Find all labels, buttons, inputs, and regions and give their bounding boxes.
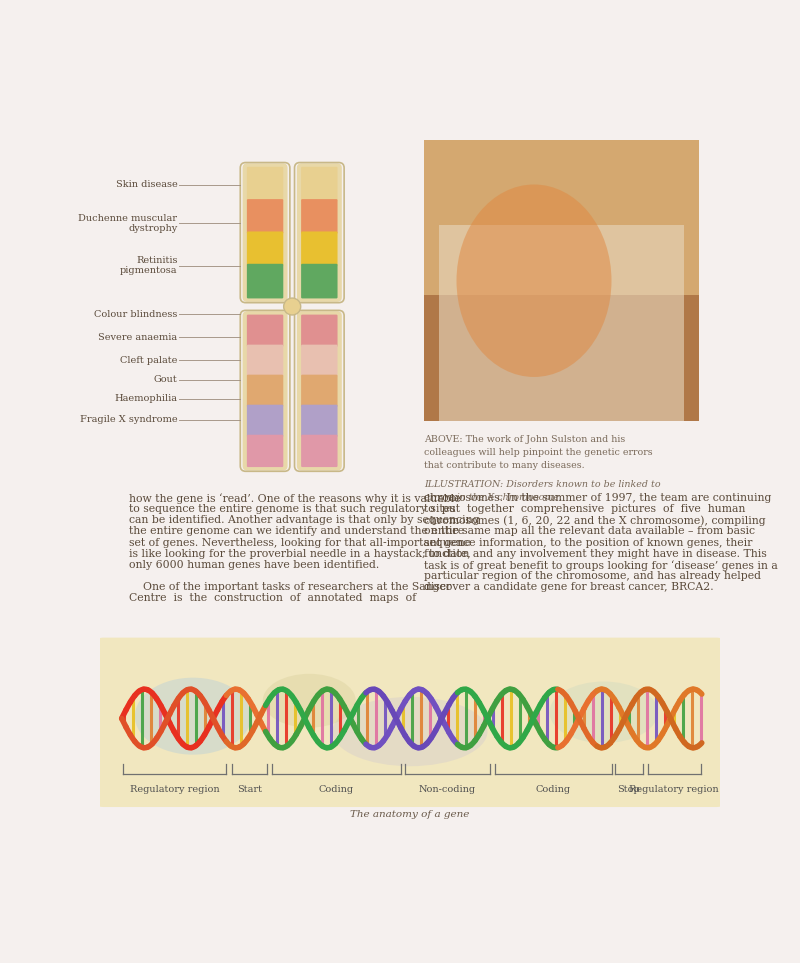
Text: Fragile X syndrome: Fragile X syndrome (80, 415, 178, 425)
Text: is like looking for the proverbial needle in a haystack; to date,: is like looking for the proverbial needl… (130, 549, 471, 559)
Ellipse shape (135, 678, 251, 755)
Text: One of the important tasks of researchers at the Sanger: One of the important tasks of researcher… (130, 583, 451, 592)
Text: ILLUSTRATION: Disorders known to be linked to
errors in the X chromosome.: ILLUSTRATION: Disorders known to be link… (424, 480, 661, 502)
Text: how the gene is ‘read’. One of the reasons why it is valuable: how the gene is ‘read’. One of the reaso… (130, 493, 461, 504)
FancyBboxPatch shape (301, 345, 338, 377)
Text: task is of great benefit to groups looking for ‘disease’ genes in a: task is of great benefit to groups looki… (424, 560, 778, 571)
FancyBboxPatch shape (247, 264, 283, 299)
Text: Non-coding: Non-coding (418, 786, 476, 794)
Text: Regulatory region: Regulatory region (630, 786, 719, 794)
FancyBboxPatch shape (301, 404, 338, 437)
Text: Skin disease: Skin disease (116, 180, 178, 190)
Text: chromosomes (1, 6, 20, 22 and the X chromosome), compiling: chromosomes (1, 6, 20, 22 and the X chro… (424, 515, 766, 526)
Text: The anatomy of a gene: The anatomy of a gene (350, 810, 470, 820)
Ellipse shape (333, 697, 487, 767)
FancyBboxPatch shape (424, 141, 699, 295)
Text: Coding: Coding (319, 786, 354, 794)
Text: can be identified. Another advantage is that only by sequencing: can be identified. Another advantage is … (130, 515, 480, 525)
FancyBboxPatch shape (247, 404, 283, 437)
Text: ABOVE: The work of John Sulston and his
colleagues will help pinpoint the geneti: ABOVE: The work of John Sulston and his … (424, 435, 653, 470)
Text: Cleft palate: Cleft palate (120, 356, 178, 365)
FancyBboxPatch shape (439, 224, 683, 421)
Text: function and any involvement they might have in disease. This: function and any involvement they might … (424, 549, 766, 559)
Text: Start: Start (237, 786, 262, 794)
Text: chromosomes. In the summer of 1997, the team are continuing: chromosomes. In the summer of 1997, the … (424, 493, 771, 503)
Text: Haemophilia: Haemophilia (114, 395, 178, 403)
FancyBboxPatch shape (297, 311, 342, 471)
FancyBboxPatch shape (247, 315, 283, 347)
Text: Gout: Gout (154, 376, 178, 384)
Text: particular region of the chromosome, and has already helped: particular region of the chromosome, and… (424, 571, 761, 581)
Text: Retinitis
pigmentosa: Retinitis pigmentosa (120, 256, 178, 275)
FancyBboxPatch shape (247, 375, 283, 407)
Ellipse shape (262, 674, 356, 728)
FancyBboxPatch shape (301, 199, 338, 234)
FancyBboxPatch shape (424, 141, 699, 421)
Text: Duchenne muscular
dystrophy: Duchenne muscular dystrophy (78, 214, 178, 233)
FancyBboxPatch shape (247, 231, 283, 266)
Text: Regulatory region: Regulatory region (130, 786, 219, 794)
FancyBboxPatch shape (247, 434, 283, 467)
Text: to  put  together  comprehensive  pictures  of  five  human: to put together comprehensive pictures o… (424, 504, 746, 514)
FancyBboxPatch shape (301, 264, 338, 299)
Text: Colour blindness: Colour blindness (94, 310, 178, 319)
Ellipse shape (284, 299, 301, 315)
Text: to sequence the entire genome is that such regulatory sites: to sequence the entire genome is that su… (130, 504, 456, 514)
FancyBboxPatch shape (301, 375, 338, 407)
FancyBboxPatch shape (301, 167, 338, 201)
Ellipse shape (457, 185, 611, 377)
FancyBboxPatch shape (242, 164, 287, 301)
Text: on the same map all the relevant data available – from basic: on the same map all the relevant data av… (424, 527, 755, 536)
FancyBboxPatch shape (301, 231, 338, 266)
FancyBboxPatch shape (301, 315, 338, 347)
Text: the entire genome can we identify and understand the entire: the entire genome can we identify and un… (130, 527, 465, 536)
Text: Coding: Coding (536, 786, 571, 794)
Text: Severe anaemia: Severe anaemia (98, 333, 178, 342)
Ellipse shape (550, 682, 658, 743)
Text: only 6000 human genes have been identified.: only 6000 human genes have been identifi… (130, 560, 380, 570)
FancyBboxPatch shape (247, 199, 283, 234)
Text: Stop: Stop (618, 786, 640, 794)
Text: sequence information, to the position of known genes, their: sequence information, to the position of… (424, 537, 752, 548)
Text: set of genes. Nevertheless, looking for that all-important gene: set of genes. Nevertheless, looking for … (130, 537, 471, 548)
FancyBboxPatch shape (88, 638, 732, 807)
FancyBboxPatch shape (247, 167, 283, 201)
FancyBboxPatch shape (242, 311, 287, 471)
FancyBboxPatch shape (297, 164, 342, 301)
FancyBboxPatch shape (247, 345, 283, 377)
FancyBboxPatch shape (301, 434, 338, 467)
Text: Centre  is  the  construction  of  annotated  maps  of: Centre is the construction of annotated … (130, 593, 417, 604)
Text: discover a candidate gene for breast cancer, BRCA2.: discover a candidate gene for breast can… (424, 583, 714, 592)
